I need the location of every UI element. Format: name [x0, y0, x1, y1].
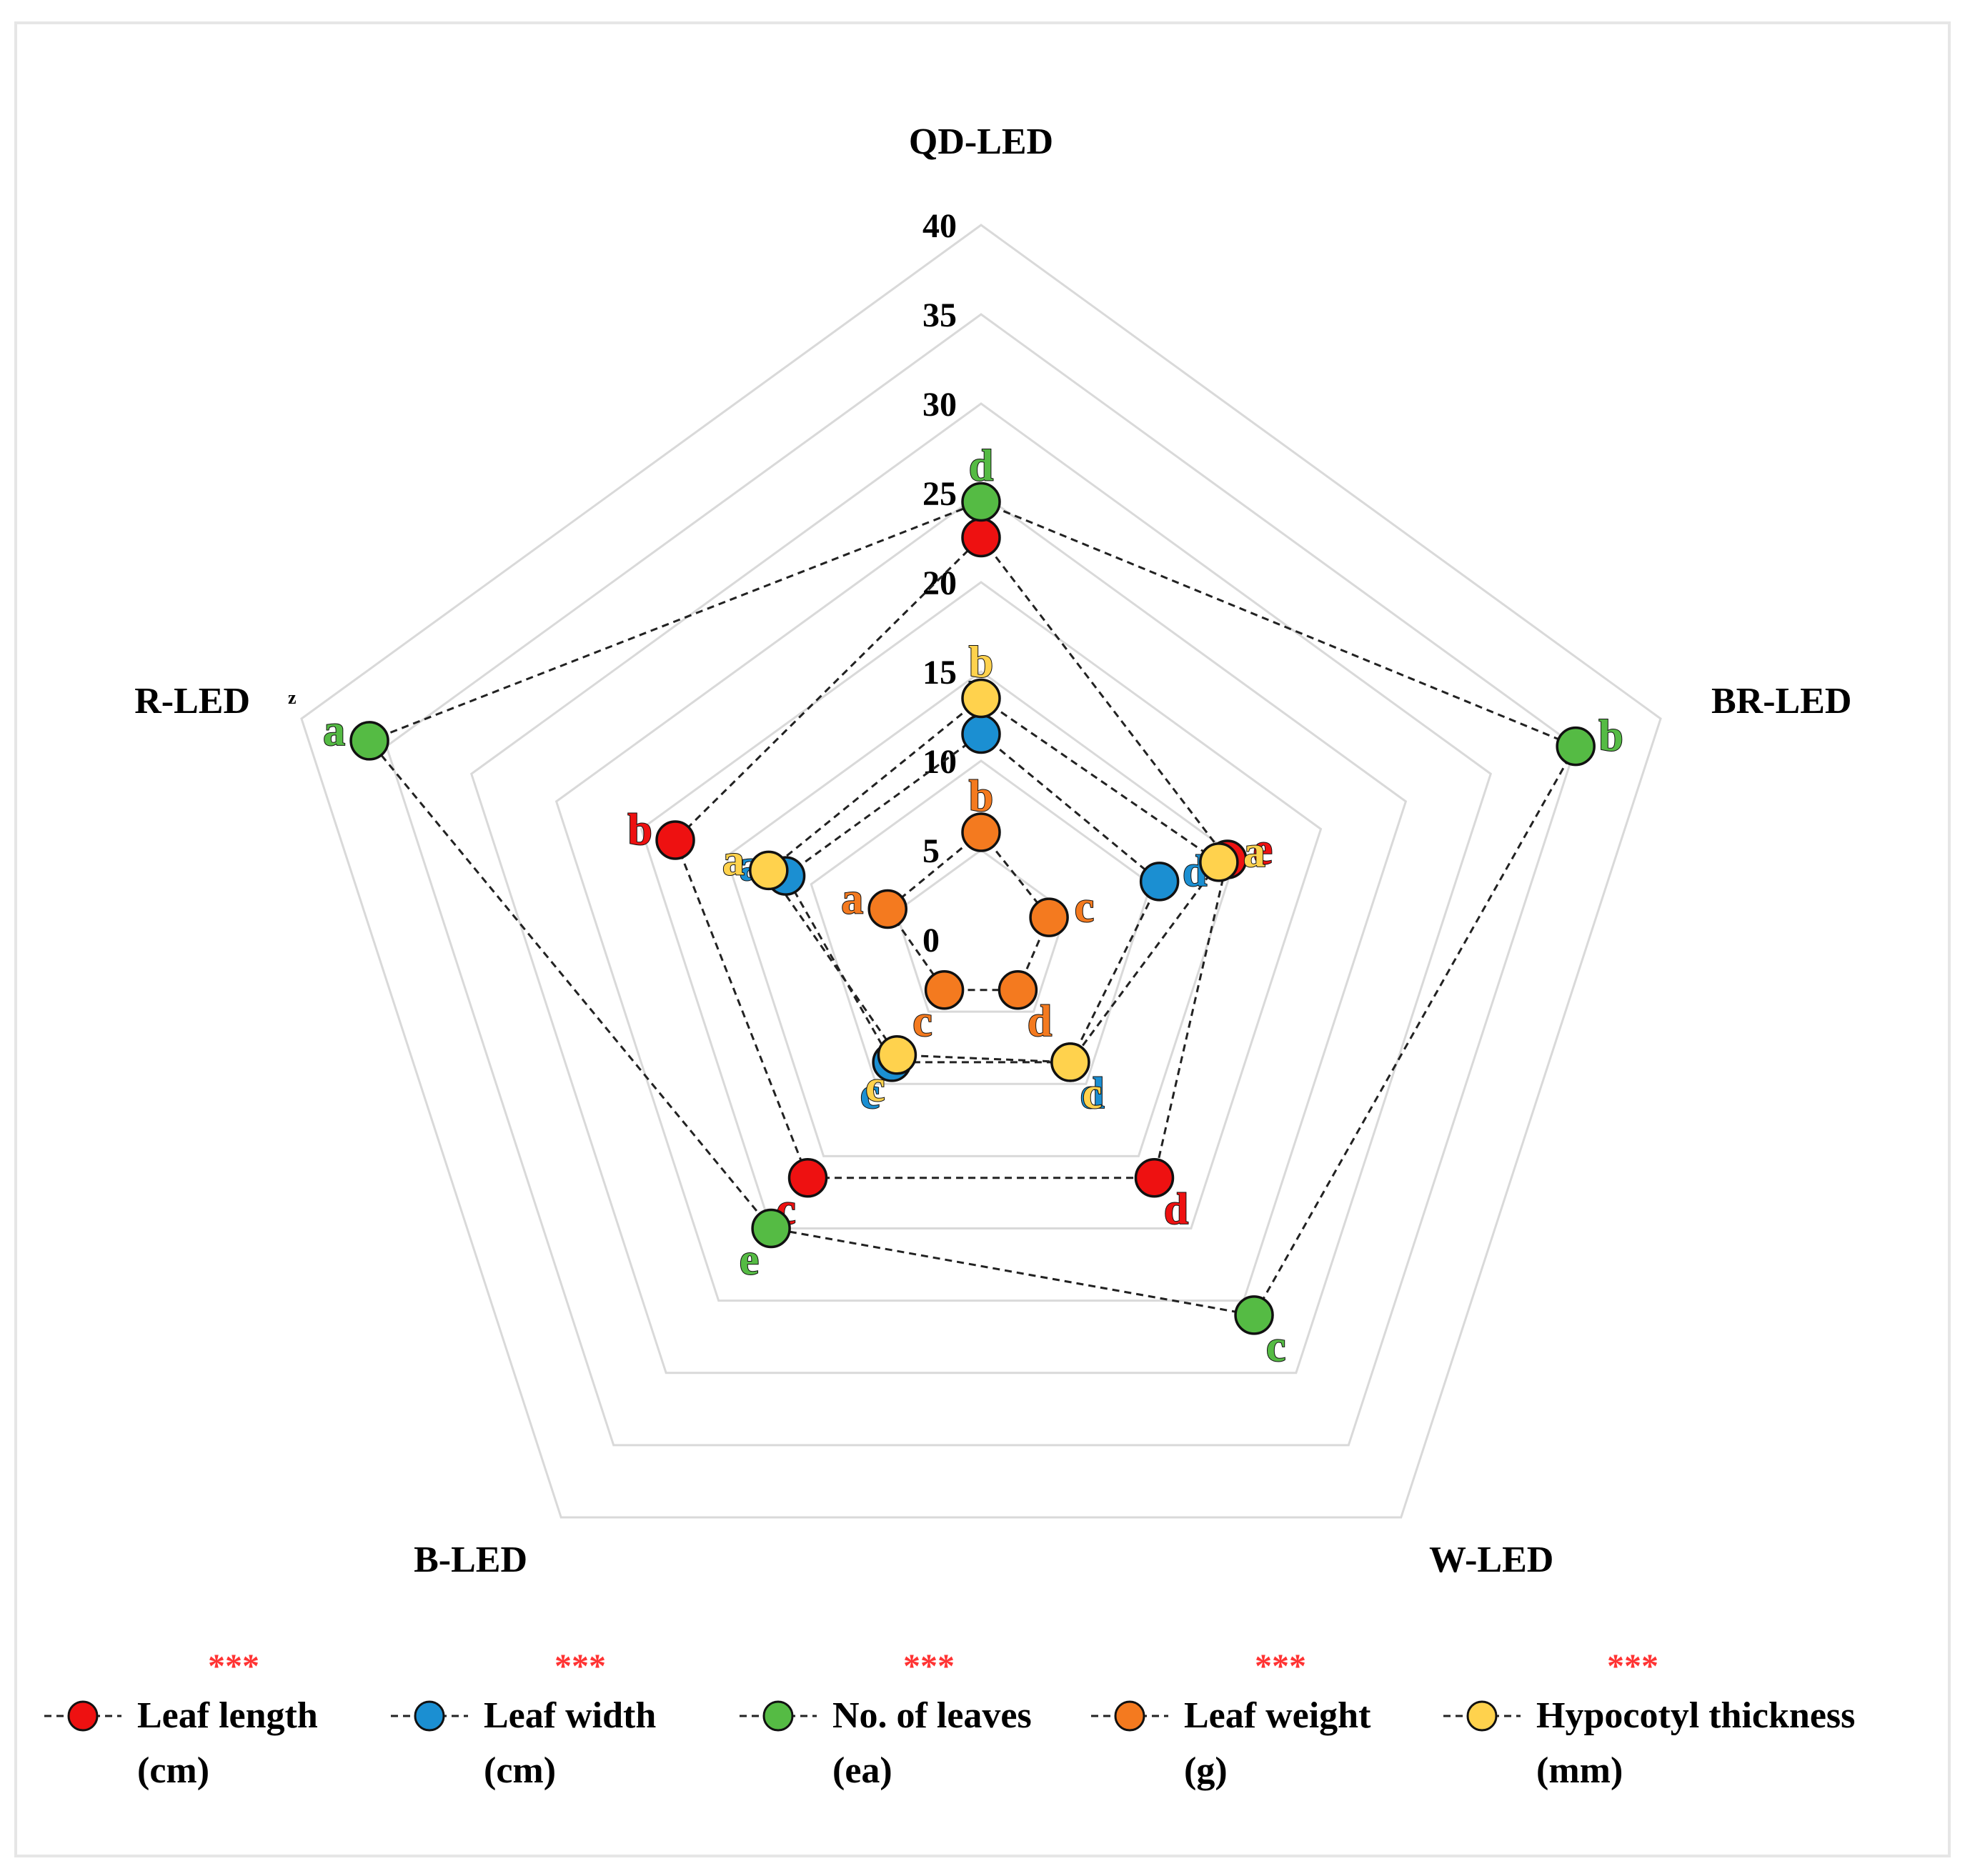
- legend-significance-1: ***: [554, 1647, 606, 1685]
- significance-letter-3-2: d: [1028, 997, 1052, 1046]
- legend-unit-4: (mm): [1536, 1750, 1623, 1791]
- annotation-z: z: [288, 687, 297, 708]
- significance-letter-1-3: c: [860, 1069, 880, 1118]
- significance-letter-2-0: d: [969, 442, 993, 491]
- data-point-3-0: [961, 812, 1001, 852]
- data-point-3-1: [1029, 897, 1069, 937]
- data-point-2-2: [1234, 1295, 1274, 1335]
- significance-letter-4-1: a: [1243, 828, 1265, 877]
- data-point-1-1: [1139, 862, 1180, 902]
- significance-letter-3-0: b: [969, 772, 993, 821]
- legend-label-0: Leaf length: [137, 1695, 318, 1736]
- legend-label-4: Hypocotyl thickness: [1536, 1695, 1855, 1736]
- data-point-3-3: [924, 970, 965, 1010]
- tick-label-40: 40: [922, 207, 957, 245]
- tick-label-20: 20: [922, 564, 957, 602]
- significance-letter-3-1: c: [1075, 883, 1095, 932]
- tick-label-15: 15: [922, 654, 957, 692]
- data-point-4-4: [749, 850, 789, 891]
- significance-letter-4-4: a: [722, 836, 745, 884]
- legend-unit-0: (cm): [137, 1750, 209, 1791]
- legend: *** Leaf length (cm) *** Leaf width (cm) *** No…: [44, 1647, 1855, 1791]
- legend-significance-3: ***: [1255, 1647, 1306, 1685]
- series-line-3: [886, 830, 1050, 992]
- significance-letter-2-3: e: [740, 1236, 760, 1284]
- legend-marker-3: [1114, 1700, 1145, 1732]
- data-point-0-2: [1134, 1157, 1175, 1198]
- tick-label-5: 5: [922, 832, 940, 870]
- series-layer: aedcbbddcadbceabcdcabacca: [322, 441, 1624, 1372]
- axis-label-qd-led: QD-LED: [909, 121, 1053, 162]
- significance-letter-0-1: e: [1253, 825, 1273, 874]
- tick-label-10: 10: [922, 743, 957, 781]
- legend-label-1: Leaf width: [484, 1695, 656, 1736]
- legend-unit-3: (g): [1184, 1750, 1228, 1791]
- data-point-2-0: [961, 482, 1001, 522]
- grid-ring-10: [810, 759, 1153, 1085]
- significance-letter-3-4: a: [841, 874, 863, 923]
- significance-letter-0-2: d: [1164, 1185, 1188, 1234]
- significance-letter-2-4: a: [323, 707, 345, 755]
- tick-label-25: 25: [922, 475, 957, 513]
- axis-label-r-led: R-LED: [134, 681, 250, 722]
- legend-label-3: Leaf weight: [1184, 1695, 1371, 1736]
- grid-layer: [300, 224, 1662, 1519]
- legend-marker-0: [67, 1700, 99, 1732]
- data-point-2-3: [751, 1208, 791, 1249]
- grid-ring-35: [385, 313, 1577, 1447]
- significance-letter-4-3: c: [865, 1062, 885, 1111]
- grid-ring-15: [725, 670, 1238, 1157]
- tick-label-layer: 0 5 10 15 20 25 30 35 40: [922, 207, 957, 959]
- data-point-4-2: [1050, 1042, 1090, 1082]
- axis-label-layer: QD-LED BR-LED W-LED B-LED R-LED: [134, 121, 1851, 1580]
- data-point-3-4: [867, 889, 907, 929]
- significance-letter-4-2: c: [1083, 1069, 1103, 1118]
- legend-marker-4: [1466, 1700, 1498, 1732]
- significance-letter-0-4: b: [627, 806, 652, 854]
- legend-significance-0: ***: [208, 1647, 259, 1685]
- data-point-2-4: [349, 721, 389, 761]
- significance-letter-1-2: d: [1080, 1069, 1104, 1118]
- tick-label-35: 35: [922, 296, 957, 334]
- significance-letter-2-2: c: [1266, 1322, 1286, 1371]
- significance-letter-2-1: b: [1598, 712, 1623, 761]
- legend-marker-2: [762, 1700, 794, 1732]
- data-point-3-2: [998, 970, 1038, 1010]
- tick-label-0: 0: [922, 922, 940, 959]
- data-point-2-1: [1556, 726, 1596, 767]
- axis-label-w-led: W-LED: [1429, 1540, 1553, 1580]
- grid-ring-30: [469, 402, 1493, 1374]
- data-point-0-3: [787, 1157, 828, 1198]
- data-point-4-1: [1199, 842, 1239, 882]
- series-line-1: [784, 732, 1161, 1064]
- legend-label-2: No. of leaves: [832, 1695, 1032, 1736]
- axis-label-br-led: BR-LED: [1711, 681, 1851, 722]
- legend-marker-1: [414, 1700, 445, 1732]
- axis-label-b-led: B-LED: [414, 1540, 527, 1580]
- chart-frame: [14, 21, 1951, 1857]
- data-point-4-0: [961, 678, 1001, 719]
- significance-letter-4-0: b: [969, 639, 993, 687]
- tick-label-30: 30: [922, 386, 957, 424]
- significance-letter-3-3: c: [912, 997, 932, 1046]
- legend-unit-2: (ea): [832, 1750, 892, 1791]
- series-line-2: [367, 500, 1578, 1317]
- legend-significance-2: ***: [903, 1647, 955, 1685]
- legend-significance-4: ***: [1607, 1647, 1658, 1685]
- grid-ring-25: [554, 492, 1408, 1302]
- series-line-4: [767, 697, 1221, 1064]
- series-line-0: [674, 536, 1229, 1179]
- grid-ring-20: [640, 581, 1323, 1230]
- grid-ring-40: [300, 224, 1662, 1519]
- data-point-4-3: [877, 1035, 917, 1075]
- legend-unit-1: (cm): [484, 1750, 556, 1791]
- data-point-0-4: [655, 820, 695, 860]
